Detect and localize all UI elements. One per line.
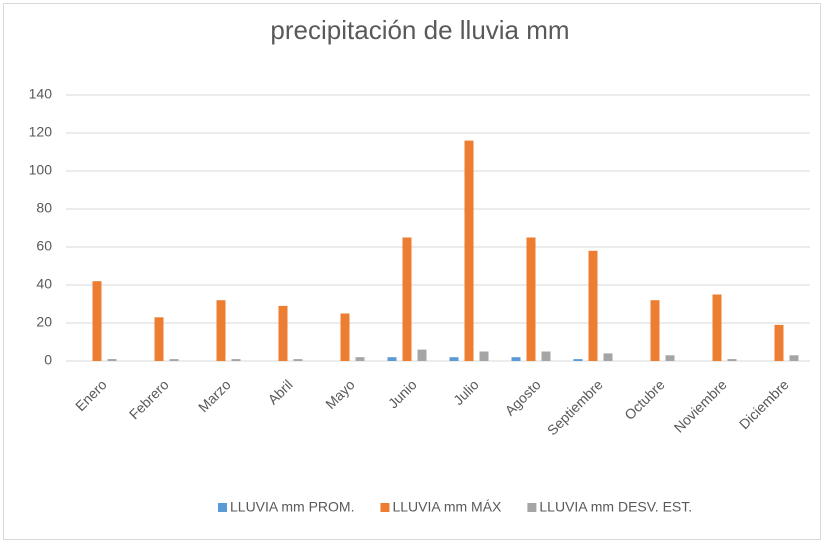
bar [340,313,350,361]
bar [293,359,303,361]
bar [573,359,583,361]
bar [541,351,551,361]
y-tick-label: 100 [29,162,53,178]
bar [727,359,737,361]
chart-border [3,3,821,540]
bar [355,357,365,361]
y-tick-label: 0 [44,352,52,368]
bar [665,355,675,361]
y-tick-label: 60 [36,238,52,254]
y-tick-label: 120 [29,124,53,140]
bar [402,237,412,361]
bar [417,349,427,361]
legend-label: LLUVIA mm DESV. EST. [539,499,692,515]
y-tick-label: 20 [36,314,52,330]
bar [712,294,722,361]
bar [588,250,598,361]
bar [278,305,288,361]
legend-marker [380,503,390,512]
bar [789,355,799,361]
bar [107,359,117,361]
legend-marker [527,503,537,512]
bar [216,300,226,361]
y-tick-label: 40 [36,276,52,292]
bar [650,300,660,361]
bar [603,353,613,361]
bar [169,359,179,361]
legend-label: LLUVIA mm PROM. [230,499,354,515]
bar [479,351,489,361]
bar [92,281,102,361]
bar [449,357,459,361]
y-tick-label: 80 [36,200,52,216]
y-tick-label: 140 [29,86,53,102]
bar [511,357,521,361]
bar [464,140,474,361]
bar [387,357,397,361]
bar [154,317,164,361]
bar [231,359,241,361]
bar [526,237,536,361]
legend-marker [218,503,227,512]
legend-label: LLUVIA mm MÁX [392,499,502,515]
bar [774,324,784,361]
chart-title: precipitación de lluvia mm [270,15,569,45]
